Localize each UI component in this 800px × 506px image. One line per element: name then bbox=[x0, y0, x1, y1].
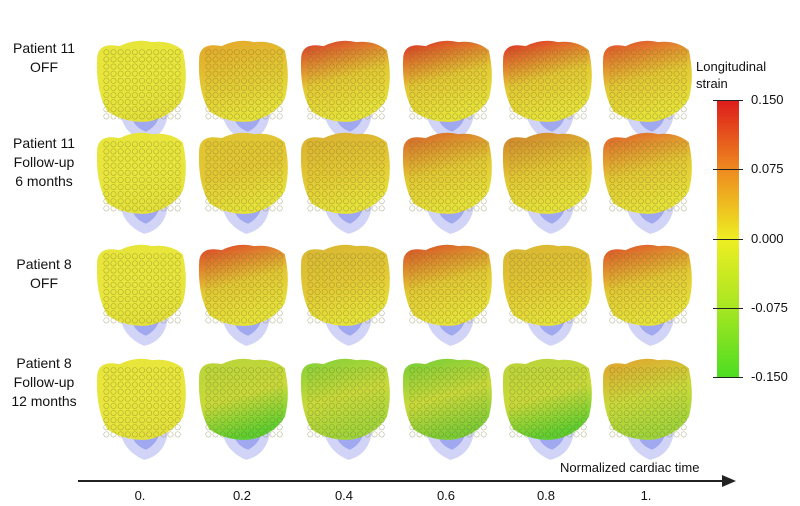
time-axis-tick-label: 0. bbox=[134, 488, 146, 503]
colorbar-tick-label: -0.150 bbox=[751, 369, 788, 384]
row-label-line: Follow-up bbox=[13, 153, 75, 170]
heart-rendering bbox=[89, 354, 191, 466]
row-label-line: Patient 11 bbox=[12, 40, 75, 56]
heart-rendering bbox=[293, 240, 395, 352]
row-label-line: Follow-up bbox=[13, 373, 75, 390]
heart-rendering bbox=[495, 36, 597, 148]
time-axis-tick-label: 0.8 bbox=[536, 488, 556, 503]
colorbar-tick-label: 0.000 bbox=[751, 231, 784, 246]
heart-rendering bbox=[395, 128, 497, 240]
row-label-line: Patient 11 bbox=[12, 134, 75, 151]
heart-rendering bbox=[191, 36, 293, 148]
row-label: Patient 11 OFF bbox=[0, 39, 88, 77]
heart-rendering bbox=[395, 240, 497, 352]
heart-rendering bbox=[89, 240, 191, 352]
colorbar-tick bbox=[713, 100, 743, 101]
row-label-line: 6 months bbox=[15, 172, 73, 189]
heart-rendering bbox=[191, 240, 293, 352]
heart-rendering bbox=[595, 36, 697, 148]
heart-rendering bbox=[595, 354, 697, 466]
heart-rendering bbox=[293, 36, 395, 148]
row-label: Patient 8 Follow-up 12 months bbox=[0, 354, 88, 411]
colorbar-tick bbox=[713, 308, 743, 309]
row-label-line: OFF bbox=[30, 59, 58, 75]
heart-rendering bbox=[495, 128, 597, 240]
row-label-line: Patient 8 bbox=[16, 256, 72, 272]
time-axis-title: Normalized cardiac time bbox=[560, 460, 700, 475]
time-axis-tick-label: 0.4 bbox=[334, 488, 354, 503]
row-label-line: OFF bbox=[30, 275, 58, 291]
heart-rendering bbox=[89, 128, 191, 240]
colorbar-tick-label: 0.150 bbox=[751, 92, 784, 107]
heart-rendering bbox=[595, 240, 697, 352]
heart-rendering bbox=[395, 354, 497, 466]
heart-rendering bbox=[191, 354, 293, 466]
heart-rendering bbox=[495, 354, 597, 466]
colorbar-tick-label: -0.075 bbox=[751, 300, 788, 315]
colorbar-title: Longitudinal strain bbox=[696, 59, 767, 91]
time-axis-tick-label: 0.6 bbox=[436, 488, 456, 503]
row-label: Patient 8 OFF bbox=[0, 255, 88, 293]
row-label-line: 12 months bbox=[11, 392, 77, 409]
colorbar-tick bbox=[713, 169, 743, 170]
heart-rendering bbox=[293, 354, 395, 466]
heart-rendering bbox=[595, 128, 697, 240]
heart-rendering bbox=[89, 36, 191, 148]
row-label: Patient 11 Follow-up 6 months bbox=[0, 134, 88, 191]
time-axis-tick-label: 0.2 bbox=[232, 488, 252, 503]
time-axis-tick-label: 1. bbox=[640, 488, 652, 503]
heart-rendering bbox=[293, 128, 395, 240]
time-axis-arrow-icon bbox=[722, 475, 736, 487]
heart-rendering bbox=[495, 240, 597, 352]
colorbar-tick bbox=[713, 377, 743, 378]
row-label-line: Patient 8 bbox=[16, 354, 72, 371]
colorbar-tick-label: 0.075 bbox=[751, 161, 784, 176]
heart-rendering bbox=[395, 36, 497, 148]
time-axis-line bbox=[78, 480, 724, 482]
heart-rendering bbox=[191, 128, 293, 240]
colorbar-tick bbox=[713, 239, 743, 240]
